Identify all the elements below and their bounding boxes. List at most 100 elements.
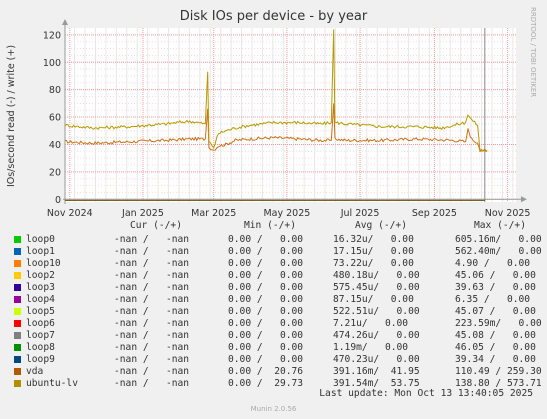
legend-swatch	[14, 380, 21, 387]
legend-avg: 522.51u/ 0.00	[333, 306, 420, 317]
legend-max: 110.49 / 259.30	[455, 366, 542, 377]
legend-min: 0.00 / 0.00	[228, 294, 304, 305]
legend-min: 0.00 / 29.73	[228, 378, 304, 389]
legend-cur: -nan / -nan	[114, 234, 190, 245]
legend-name: vda	[26, 366, 44, 377]
x-tick-label: Nov 2024	[47, 208, 93, 219]
legend-min: 0.00 / 0.00	[228, 318, 304, 329]
legend-header-min: Min (-/+)	[244, 220, 296, 231]
legend-row: loop10 -nan / -nan 0.00 / 0.00 73.22u/ 0.00…	[0, 258, 547, 270]
side-label: RRDTOOL / TOBI OETIKER	[529, 7, 537, 97]
legend-min: 0.00 / 0.00	[228, 330, 304, 341]
grid-lines	[65, 28, 516, 202]
legend-max: 45.08 / 0.00	[455, 330, 536, 341]
legend-swatch	[14, 320, 21, 327]
legend-header-cur: Cur (-/+)	[130, 220, 182, 231]
legend-swatch	[14, 344, 21, 351]
legend-cur: -nan / -nan	[114, 282, 190, 293]
legend-row: loop5 -nan / -nan 0.00 / 0.00 522.51u/ 0.00…	[0, 306, 547, 318]
legend-max: 46.05 / 0.00	[455, 342, 536, 353]
legend-swatch	[14, 260, 21, 267]
legend-name: loop7	[26, 330, 55, 341]
legend-cur: -nan / -nan	[114, 330, 190, 341]
series-lines	[64, 29, 488, 201]
y-tick-label: 80	[49, 85, 61, 96]
legend-cur: -nan / -nan	[114, 246, 190, 257]
legend-min: 0.00 / 0.00	[228, 342, 304, 353]
y-axis-label-text: IOs/second read (-) / write (+)	[6, 45, 17, 187]
legend-row: vda -nan / -nan 0.00 / 20.76 391.16m/ 41.95…	[0, 366, 547, 378]
legend-avg: 17.15u/ 0.00	[333, 246, 414, 257]
legend-avg: 73.22u/ 0.00	[333, 258, 414, 269]
legend-min: 0.00 / 0.00	[228, 234, 304, 245]
legend-name: loop1	[26, 246, 55, 257]
series-line-vda	[65, 103, 488, 153]
legend-max: 562.40m/ 0.00	[455, 246, 542, 257]
legend-avg: 7.21u/ 0.00	[333, 318, 409, 329]
legend-max: 39.34 / 0.00	[455, 354, 536, 365]
legend-cur: -nan / -nan	[114, 366, 190, 377]
legend-max: 6.35 / 0.00	[455, 294, 531, 305]
legend-min: 0.00 / 0.00	[228, 306, 304, 317]
legend-swatch	[14, 308, 21, 315]
y-axis-arrow	[62, 19, 68, 25]
legend-name: loop10	[26, 258, 61, 269]
legend-max: 138.80 / 573.71	[455, 378, 542, 389]
legend-avg: 1.19m/ 0.00	[333, 342, 409, 353]
legend-avg: 470.23u/ 0.00	[333, 354, 420, 365]
legend-avg: 391.16m/ 41.95	[333, 366, 420, 377]
legend-row: ubuntu-lv -nan / -nan 0.00 / 29.73 391.54m/…	[0, 378, 547, 390]
y-tick-label: 0	[55, 195, 61, 206]
y-tick-label: 120	[43, 30, 61, 41]
legend-row: loop3 -nan / -nan 0.00 / 0.00 575.45u/ 0.00…	[0, 282, 547, 294]
legend-swatch	[14, 272, 21, 279]
series-line-ubuntu-lv	[64, 29, 488, 152]
axes	[62, 19, 527, 204]
legend-cur: -nan / -nan	[114, 378, 190, 389]
x-tick-label: Jan 2025	[121, 208, 164, 219]
legend-min: 0.00 / 0.00	[228, 282, 304, 293]
legend-row: loop4 -nan / -nan 0.00 / 0.00 87.15u/ 0.00 6…	[0, 294, 547, 306]
y-tick-label: 60	[49, 113, 61, 124]
legend-cur: -nan / -nan	[114, 342, 190, 353]
legend-max: 45.07 / 0.00	[455, 306, 536, 317]
x-tick-label: Jul 2025	[340, 208, 380, 219]
x-axis-arrow	[521, 196, 527, 203]
legend-row: loop7 -nan / -nan 0.00 / 0.00 474.26u/ 0.00…	[0, 330, 547, 342]
legend-cur: -nan / -nan	[114, 270, 190, 281]
y-tick-label: 20	[49, 167, 61, 178]
legend-max: 4.90 / 0.00	[455, 258, 531, 269]
legend-name: loop8	[26, 342, 55, 353]
legend-swatch	[14, 284, 21, 291]
legend-cur: -nan / -nan	[114, 354, 190, 365]
legend-name: loop5	[26, 306, 55, 317]
legend-name: loop3	[26, 282, 55, 293]
legend-header-max: Max (-/+)	[474, 220, 526, 231]
tick-labels: 0 20 40 60 80 100 120 Nov 2024 Jan 2025 Mar 2025 M…	[43, 30, 531, 219]
legend-min: 0.00 / 0.00	[228, 258, 304, 269]
footer-version: Munin 2.0.56	[250, 405, 297, 413]
legend-min: 0.00 / 0.00	[228, 246, 304, 257]
legend-name: ubuntu-lv	[26, 378, 78, 389]
legend-max: 605.16m/ 0.00	[455, 234, 542, 245]
legend-row: loop6 -nan / -nan 0.00 / 0.00 7.21u/ 0.00 22…	[0, 318, 547, 330]
legend-max: 39.63 / 0.00	[455, 282, 536, 293]
legend-avg: 474.26u/ 0.00	[333, 330, 420, 341]
legend-max: 45.06 / 0.00	[455, 270, 536, 281]
legend-row: loop8 -nan / -nan 0.00 / 0.00 1.19m/ 0.00 46…	[0, 342, 547, 354]
legend-swatch	[14, 236, 21, 243]
x-tick-label: Mar 2025	[191, 208, 236, 219]
legend-avg: 480.18u/ 0.00	[333, 270, 420, 281]
legend-name: loop2	[26, 270, 55, 281]
last-update: Last update: Mon Oct 13 13:40:05 2025	[319, 388, 533, 399]
y-axis-label: IOs/second read (-) / write (+)	[6, 45, 17, 187]
legend-swatch	[14, 296, 21, 303]
legend-cur: -nan / -nan	[114, 318, 190, 329]
legend-cur: -nan / -nan	[114, 294, 190, 305]
legend-header-avg: Avg (-/+)	[355, 220, 407, 231]
legend-cur: -nan / -nan	[114, 306, 190, 317]
legend-min: 0.00 / 0.00	[228, 270, 304, 281]
x-tick-label: Sep 2025	[412, 208, 457, 219]
legend-swatch	[14, 368, 21, 375]
